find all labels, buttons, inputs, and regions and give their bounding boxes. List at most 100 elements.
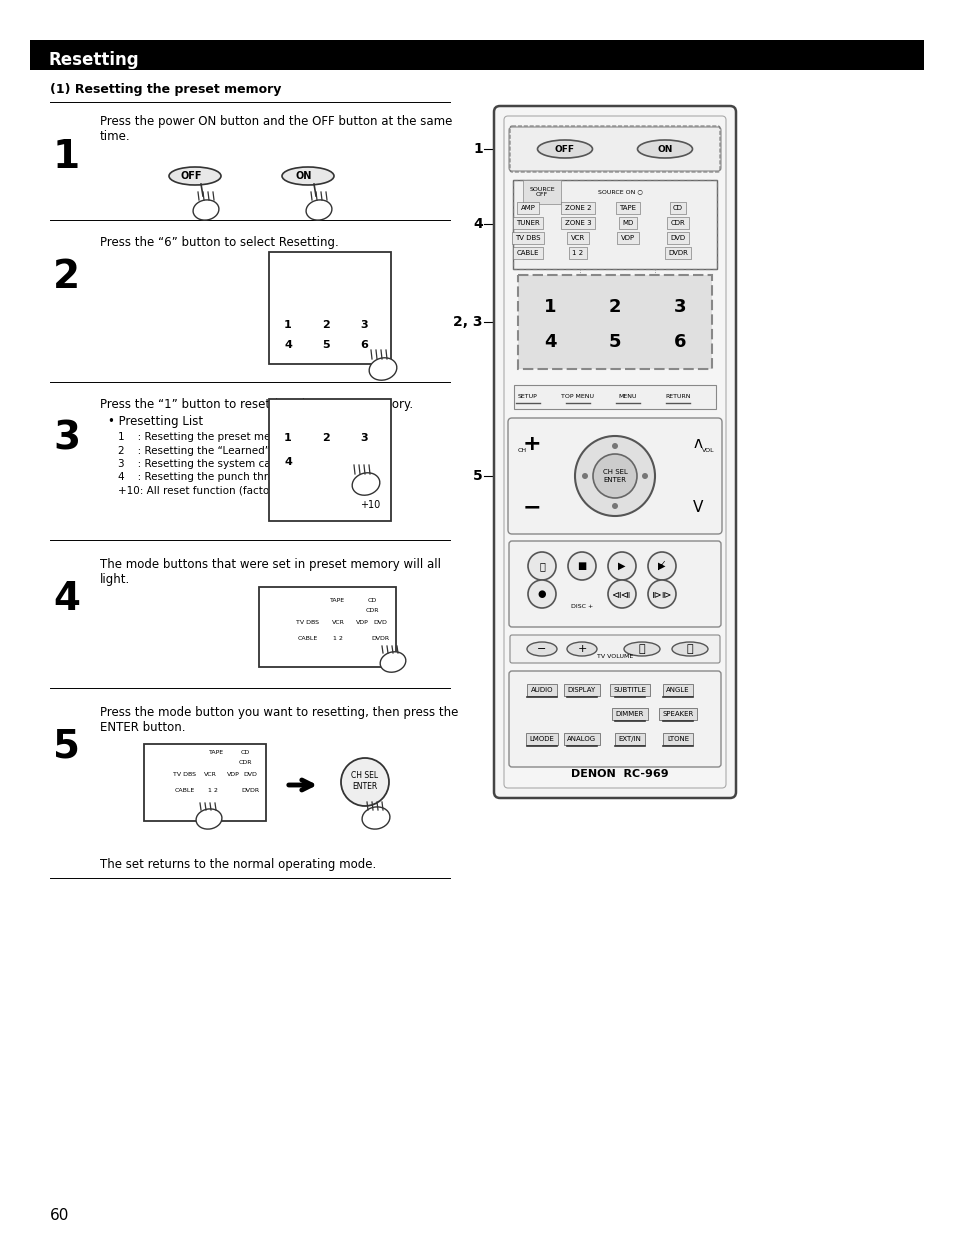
FancyBboxPatch shape [269, 400, 391, 521]
Circle shape [647, 552, 676, 580]
Text: 1: 1 [284, 320, 292, 330]
Ellipse shape [671, 642, 707, 656]
Text: DISC +: DISC + [570, 604, 593, 609]
Ellipse shape [196, 809, 222, 829]
Text: CABLE: CABLE [174, 788, 195, 793]
Text: SUBTITLE: SUBTITLE [613, 687, 646, 693]
Text: AUDIO: AUDIO [530, 687, 553, 693]
Text: TAPE: TAPE [330, 597, 345, 602]
Ellipse shape [362, 807, 390, 829]
Text: ⧐⧐: ⧐⧐ [652, 589, 671, 599]
Text: CD: CD [672, 205, 682, 212]
Text: 5: 5 [473, 469, 482, 482]
Text: VDP: VDP [355, 621, 368, 626]
Text: 60: 60 [50, 1207, 70, 1222]
Text: DVD: DVD [670, 235, 685, 241]
Text: The set returns to the normal operating mode.: The set returns to the normal operating … [100, 858, 375, 871]
Circle shape [527, 552, 556, 580]
Text: CH: CH [517, 448, 526, 453]
Circle shape [641, 473, 647, 479]
Text: VCR: VCR [203, 772, 216, 778]
Text: CDR: CDR [670, 220, 684, 226]
Text: 2    : Resetting the “Learned” buttons: 2 : Resetting the “Learned” buttons [118, 445, 313, 455]
Text: TUNER: TUNER [516, 220, 539, 226]
Text: 2, 3: 2, 3 [453, 315, 482, 329]
Ellipse shape [380, 652, 405, 672]
Circle shape [340, 758, 389, 807]
Text: ⧏⧏: ⧏⧏ [612, 589, 631, 599]
Text: CH SEL
ENTER: CH SEL ENTER [602, 470, 627, 482]
Text: Resetting: Resetting [48, 51, 138, 69]
Text: TOP MENU: TOP MENU [561, 395, 594, 400]
Text: CABLE: CABLE [297, 636, 317, 641]
Circle shape [612, 503, 618, 508]
Text: DVDR: DVDR [241, 788, 259, 793]
Text: 4    : Resetting the punch through setting: 4 : Resetting the punch through setting [118, 473, 334, 482]
FancyBboxPatch shape [517, 275, 711, 369]
Circle shape [581, 473, 587, 479]
Text: 4: 4 [543, 333, 556, 351]
Text: 3: 3 [673, 298, 685, 315]
Circle shape [593, 454, 637, 499]
Text: VCR: VCR [570, 235, 584, 241]
FancyBboxPatch shape [30, 40, 923, 71]
Text: OFF: OFF [555, 145, 575, 153]
FancyBboxPatch shape [513, 181, 717, 268]
FancyBboxPatch shape [144, 743, 266, 821]
Text: 1 2: 1 2 [572, 250, 583, 256]
Text: CD: CD [240, 751, 250, 756]
Text: Press the “1” button to resetting the preset memory.: Press the “1” button to resetting the pr… [100, 398, 413, 411]
Text: 4: 4 [284, 340, 292, 350]
Text: +10: +10 [359, 500, 379, 510]
Circle shape [527, 580, 556, 609]
FancyBboxPatch shape [269, 252, 391, 364]
Text: 1: 1 [53, 139, 80, 176]
Ellipse shape [352, 473, 379, 495]
Text: 1: 1 [543, 298, 556, 315]
Text: −: − [522, 497, 540, 517]
Circle shape [647, 580, 676, 609]
Text: ▶̸: ▶̸ [658, 562, 665, 571]
FancyBboxPatch shape [258, 588, 395, 667]
Text: ⏩: ⏩ [686, 644, 693, 654]
Text: 1    : Resetting the preset memory: 1 : Resetting the preset memory [118, 432, 297, 442]
Text: RETURN: RETURN [664, 395, 690, 400]
Text: ANGLE: ANGLE [665, 687, 689, 693]
Text: 3: 3 [53, 421, 80, 458]
Text: 6: 6 [673, 333, 685, 351]
FancyBboxPatch shape [494, 106, 735, 798]
FancyBboxPatch shape [509, 670, 720, 767]
Text: 5: 5 [608, 333, 620, 351]
Circle shape [567, 552, 596, 580]
Text: ON: ON [295, 171, 312, 181]
Text: 3    : Resetting the system call: 3 : Resetting the system call [118, 459, 276, 469]
Text: CH SEL
ENTER: CH SEL ENTER [351, 772, 378, 790]
Text: ANALOG: ANALOG [567, 736, 596, 742]
Text: SOURCE
OFF: SOURCE OFF [529, 187, 555, 198]
Ellipse shape [537, 140, 592, 158]
Ellipse shape [282, 167, 334, 186]
Text: AMP: AMP [520, 205, 535, 212]
Text: 3: 3 [360, 433, 368, 443]
Text: SETUP: SETUP [517, 395, 537, 400]
Text: (1) Resetting the preset memory: (1) Resetting the preset memory [50, 84, 281, 96]
Text: TV DBS: TV DBS [173, 772, 196, 778]
Ellipse shape [637, 140, 692, 158]
FancyBboxPatch shape [509, 127, 720, 171]
Text: EXT/IN: EXT/IN [618, 736, 640, 742]
Text: V: V [692, 500, 702, 515]
Ellipse shape [566, 642, 597, 656]
Text: VCR: VCR [332, 621, 344, 626]
Text: 6: 6 [359, 340, 368, 350]
Text: −: − [537, 644, 546, 654]
Text: TAPE: TAPE [618, 205, 636, 212]
Text: CDR: CDR [238, 761, 252, 766]
Text: DVD: DVD [243, 772, 256, 778]
Text: ON: ON [657, 145, 672, 153]
Text: TAPE: TAPE [210, 751, 224, 756]
Text: Press the mode button you want to resetting, then press the
ENTER button.: Press the mode button you want to resett… [100, 706, 457, 734]
FancyBboxPatch shape [509, 541, 720, 627]
Text: ZONE 2: ZONE 2 [564, 205, 591, 212]
Text: TV VOLUME: TV VOLUME [597, 654, 633, 659]
Ellipse shape [193, 200, 218, 220]
